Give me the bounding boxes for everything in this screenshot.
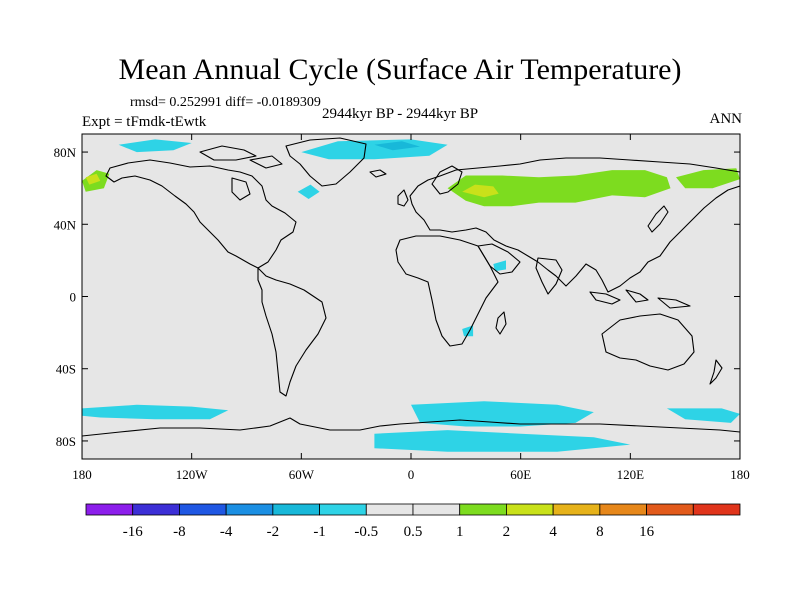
lon-tick-label: 60W [289,467,315,482]
anomaly-siberia-warm [447,170,671,207]
hudson-bay-outline [231,177,251,201]
colorbar-label: 1 [456,524,464,540]
anomaly-scandinavia-warm [462,184,499,198]
anomaly-beaufort-cool [118,139,192,153]
colorbar-swatch [692,503,741,516]
colorbar-label: -1 [313,524,326,540]
lat-tick-label: 80N [54,145,77,160]
arctic-islands-outline [199,145,283,169]
colorbar-swatch [599,503,647,516]
iceland-outline [369,169,387,178]
colorbar-swatch [85,503,134,516]
colorbar-label: -2 [267,524,280,540]
anomaly-antarctic-cool-south [374,430,631,452]
colorbar-label: -8 [173,524,186,540]
plot-title: Mean Annual Cycle (Surface Air Temperatu… [118,53,682,86]
colorbar-label: 8 [596,524,604,540]
lon-tick-label: 0 [408,467,415,482]
colorbar-swatch [319,503,367,516]
lat-tick-label: 40S [56,362,76,377]
australia-outline [601,313,695,371]
colorbar: -16 -8 -4 -2 -1 -0.5 0.5 1 2 4 8 16 [85,503,741,540]
lon-tick-label: 60E [510,467,531,482]
antarctica-outline [82,417,740,459]
arabia-outline [477,243,521,275]
japan-outline [647,205,669,233]
anomaly-arctic-cool-core [374,141,421,151]
colorbar-swatch [412,503,461,516]
colorbar-swatch [225,503,274,516]
scandinavia-outline [431,165,463,195]
longitude-axis: 180 120W 60W 0 60E 120E 180 [72,134,750,482]
colorbar-label: 16 [639,524,655,540]
indonesia-outline [589,289,691,309]
india-outline [535,257,563,295]
colorbar-swatch [365,503,414,516]
lon-tick-label: 120W [176,467,209,482]
north-america-outline [105,159,297,269]
coastline-layer [82,137,740,459]
africa-outline [395,235,499,347]
anomaly-antarctic-cool-far-east [666,408,740,423]
lat-tick-label: 40N [54,217,77,232]
colorbar-label: -0.5 [354,524,378,540]
lat-tick-label: 0 [70,290,77,305]
colorbar-label: 4 [549,524,557,540]
greenland-outline [285,137,367,187]
anomaly-labrador-cool [297,184,320,199]
colorbar-swatch [646,503,694,516]
lon-tick-label: 180 [730,467,750,482]
colorbar-swatch [506,503,554,516]
eurasia-outline [409,157,740,293]
experiment-label: Expt = tFmdk-tEwtk [82,114,207,130]
lon-tick-label: 120E [617,467,645,482]
anomaly-alaska-warm-core [85,173,101,185]
colorbar-label: 0.5 [404,524,423,540]
south-america-outline [257,267,327,397]
lat-tick-label: 80S [56,434,76,449]
period-label: 2944kyr BP - 2944kyr BP [322,106,479,122]
colorbar-swatch [552,503,601,516]
colorbar-swatch [132,503,180,516]
anomaly-layer [82,139,740,452]
british-isles-outline [397,189,409,207]
season-label: ANN [709,111,743,127]
colorbar-label: 2 [503,524,511,540]
anomaly-arabia-cool-spot [493,260,506,272]
colorbar-swatch [272,503,320,516]
lon-tick-label: 180 [72,467,92,482]
colorbar-label: -16 [123,524,143,540]
colorbar-label: -4 [220,524,233,540]
anomaly-east-siberia-warm [676,168,740,189]
colorbar-swatch [179,503,227,516]
anomaly-antarctic-cool-west [82,404,229,420]
new-zealand-outline [709,359,723,385]
latitude-axis: 80N 40N 0 40S 80S [54,145,740,449]
madagascar-outline [495,311,507,335]
stats-line: rmsd= 0.252991 diff= -0.0189309 [130,95,321,110]
colorbar-swatch [459,503,507,516]
